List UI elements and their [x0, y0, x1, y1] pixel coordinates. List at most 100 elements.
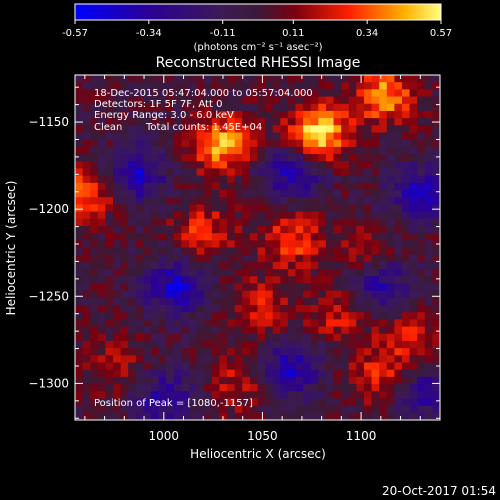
heatmap-cell	[303, 247, 312, 256]
heatmap-cell	[325, 182, 334, 191]
heatmap-cell	[348, 168, 357, 177]
heatmap-cell	[432, 290, 441, 299]
heatmap-cell	[219, 398, 228, 407]
heatmap-cell	[295, 211, 304, 220]
heatmap-cell	[135, 333, 144, 342]
heatmap-cell	[310, 154, 319, 162]
heatmap-cell	[242, 240, 251, 248]
heatmap-cell	[219, 154, 228, 162]
heatmap-cell	[295, 297, 304, 306]
heatmap-cell	[401, 211, 410, 220]
heatmap-cell	[333, 75, 342, 83]
heatmap-cell	[135, 247, 144, 256]
heatmap-cell	[333, 82, 342, 90]
heatmap-cell	[409, 362, 418, 371]
heatmap-cell	[280, 175, 289, 184]
heatmap-cell	[181, 362, 190, 371]
heatmap-cell	[303, 190, 312, 198]
heatmap-cell	[432, 319, 441, 327]
heatmap-cell	[379, 118, 388, 126]
heatmap-cell	[211, 362, 220, 371]
heatmap-cell	[417, 96, 426, 105]
heatmap-cell	[257, 340, 266, 349]
heatmap-cell	[341, 261, 350, 270]
heatmap-cell	[151, 369, 160, 378]
heatmap-cell	[181, 398, 190, 407]
heatmap-cell	[113, 161, 122, 169]
heatmap-cell	[379, 233, 388, 241]
colorbar-tick-label: -0.11	[210, 28, 236, 39]
heatmap-cell	[348, 276, 357, 284]
heatmap-cell	[249, 110, 258, 119]
heatmap-cell	[401, 312, 410, 320]
heatmap-cell	[424, 218, 433, 227]
heatmap-cell	[265, 333, 274, 342]
heatmap-cell	[211, 218, 220, 227]
heatmap-cell	[173, 96, 182, 105]
heatmap-cell	[143, 139, 152, 148]
heatmap-cell	[211, 182, 220, 191]
heatmap-cell	[401, 96, 410, 105]
heatmap-cell	[227, 154, 236, 162]
heatmap-cell	[82, 254, 91, 263]
heatmap-cell	[295, 110, 304, 119]
heatmap-cell	[113, 254, 122, 263]
heatmap-cell	[82, 283, 91, 292]
heatmap-cell	[280, 103, 289, 112]
heatmap-cell	[310, 89, 319, 97]
heatmap-cell	[295, 103, 304, 112]
heatmap-cell	[303, 204, 312, 212]
heatmap-cell	[143, 412, 152, 421]
heatmap-cell	[432, 132, 441, 141]
heatmap-cell	[333, 139, 342, 148]
heatmap-cell	[227, 297, 236, 306]
heatmap-cell	[242, 305, 251, 313]
heatmap-cell	[120, 276, 129, 284]
heatmap-cell	[310, 369, 319, 378]
heatmap-cell	[371, 190, 380, 198]
heatmap-cell	[82, 326, 91, 335]
heatmap-cell	[417, 110, 426, 119]
heatmap-cell	[325, 276, 334, 284]
heatmap-cell	[295, 75, 304, 83]
heatmap-cell	[151, 82, 160, 90]
heatmap-cell	[242, 161, 251, 169]
heatmap-cell	[318, 376, 327, 385]
heatmap-cell	[341, 75, 350, 83]
heatmap-cell	[211, 103, 220, 112]
heatmap-cell	[113, 297, 122, 306]
heatmap-cell	[432, 218, 441, 227]
heatmap-cell	[310, 75, 319, 83]
heatmap-cell	[341, 132, 350, 141]
heatmap-cell	[432, 412, 441, 421]
heatmap-cell	[356, 254, 365, 263]
heatmap-cell	[265, 312, 274, 320]
heatmap-cell	[143, 376, 152, 385]
heatmap-cell	[272, 269, 281, 277]
heatmap-cell	[280, 197, 289, 205]
heatmap-cell	[287, 247, 296, 256]
heatmap-cell	[417, 218, 426, 227]
heatmap-cell	[363, 82, 372, 90]
heatmap-cell	[75, 398, 83, 407]
heatmap-cell	[173, 168, 182, 177]
heatmap-cell	[394, 333, 403, 342]
heatmap-cell	[280, 412, 289, 421]
heatmap-cell	[341, 233, 350, 241]
heatmap-cell	[158, 384, 167, 392]
heatmap-cell	[158, 161, 167, 169]
heatmap-cell	[333, 175, 342, 184]
heatmap-cell	[234, 355, 243, 363]
heatmap-cell	[181, 168, 190, 177]
heatmap-cell	[219, 168, 228, 177]
heatmap-cell	[82, 376, 91, 385]
heatmap-cell	[120, 261, 129, 270]
heatmap-cell	[257, 290, 266, 299]
heatmap-cell	[432, 261, 441, 270]
heatmap-cell	[120, 405, 129, 414]
heatmap-cell	[394, 384, 403, 392]
heatmap-cell	[158, 204, 167, 212]
heatmap-cell	[181, 312, 190, 320]
heatmap-cell	[348, 154, 357, 162]
heatmap-cell	[151, 254, 160, 263]
